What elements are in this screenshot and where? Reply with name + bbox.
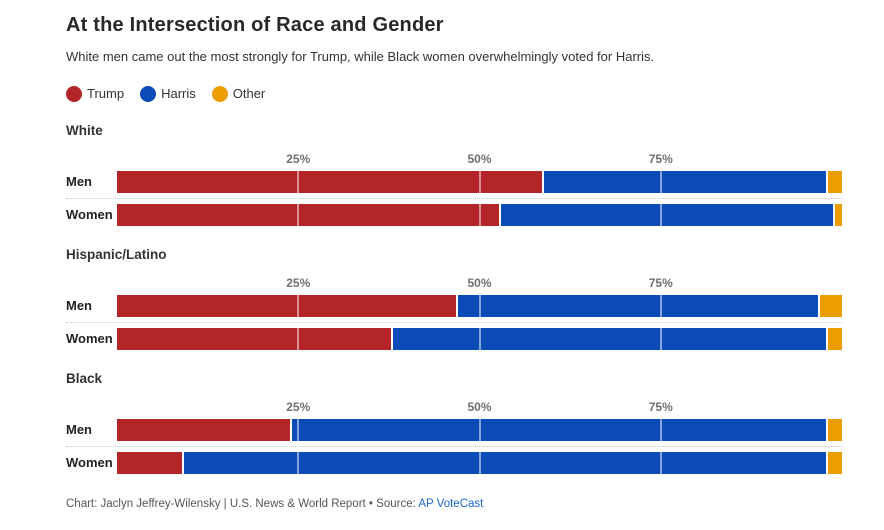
axis-ticks: 25% 50% 75% xyxy=(117,276,842,290)
legend-item-harris: Harris xyxy=(140,85,196,102)
bar-track xyxy=(117,451,842,474)
axis-tick-label: 50% xyxy=(467,399,492,414)
legend-label: Other xyxy=(232,86,266,102)
legend: Trump Harris Other xyxy=(66,85,842,102)
axis-tick-label: 25% xyxy=(286,151,311,166)
bar-segment-other xyxy=(827,170,842,193)
bar-row-white-men: Men xyxy=(66,170,842,193)
bar-segment-trump xyxy=(117,170,543,193)
bar-row-white-women: Women xyxy=(66,203,842,226)
bar-segment-harris xyxy=(392,327,826,350)
bar-track xyxy=(117,170,842,193)
chart-subtitle: White men came out the most strongly for… xyxy=(66,49,655,64)
axis-ticks: 25% 50% 75% xyxy=(117,152,842,166)
group-header: Hispanic/Latino xyxy=(66,246,167,262)
axis-tick-label: 75% xyxy=(648,275,673,290)
bar-track xyxy=(117,327,842,350)
row-label: Men xyxy=(66,174,92,190)
bar-segment-trump xyxy=(117,451,182,474)
group-plot: 25% 50% 75% Men Women xyxy=(66,152,842,226)
group-header: White xyxy=(66,122,103,138)
bar-track xyxy=(117,418,843,441)
bar-track xyxy=(117,203,842,226)
bar-segment-trump xyxy=(117,294,456,317)
bar-segment-trump xyxy=(117,418,291,441)
axis-ticks: 25% 50% 75% xyxy=(117,400,842,414)
group-section-white: White 25% 50% 75% Men Women xyxy=(66,123,842,226)
chart-credit: Chart: Jaclyn Jeffrey-Wilensky | U.S. Ne… xyxy=(66,498,842,510)
group-section-black: Black 25% 50% 75% Men Women xyxy=(66,370,843,474)
row-label: Women xyxy=(66,455,113,471)
row-separator xyxy=(66,321,842,323)
bar-segment-other xyxy=(827,451,842,474)
axis-tick-label: 75% xyxy=(648,399,673,414)
axis-tick-label: 50% xyxy=(467,151,492,166)
group-plot: 25% 50% 75% Men Women xyxy=(66,400,843,474)
bar-segment-other xyxy=(834,203,842,226)
group-header: Black xyxy=(66,370,103,386)
legend-label: Trump xyxy=(87,86,125,102)
other-swatch-icon xyxy=(211,85,228,102)
row-label: Women xyxy=(66,207,113,223)
source-link[interactable]: AP VoteCast xyxy=(418,497,484,510)
axis-tick-label: 25% xyxy=(286,275,311,290)
bar-segment-harris xyxy=(183,451,826,474)
bar-row-hispanic-men: Men xyxy=(66,294,842,317)
legend-label: Harris xyxy=(161,86,196,102)
harris-swatch-icon xyxy=(140,85,157,102)
bar-row-hispanic-women: Women xyxy=(66,327,842,350)
group-plot: 25% 50% 75% Men Women xyxy=(66,276,842,350)
legend-item-trump: Trump xyxy=(66,85,125,102)
legend-item-other: Other xyxy=(211,85,266,102)
row-separator xyxy=(66,445,842,447)
credit-text: Chart: Jaclyn Jeffrey-Wilensky | U.S. Ne… xyxy=(66,497,416,510)
bar-track xyxy=(117,294,842,317)
bar-segment-harris xyxy=(292,418,826,441)
bar-segment-harris xyxy=(457,294,819,317)
axis-tick-label: 25% xyxy=(286,399,311,414)
trump-swatch-icon xyxy=(66,85,82,102)
chart-title: At the Intersection of Race and Gender xyxy=(66,14,444,36)
bar-row-black-women: Women xyxy=(66,451,842,474)
bar-segment-harris xyxy=(501,203,833,226)
bar-segment-harris xyxy=(544,170,826,193)
bar-segment-other xyxy=(827,327,842,350)
bar-segment-trump xyxy=(117,327,391,350)
row-label: Men xyxy=(66,298,92,314)
group-section-hispanic-latino: Hispanic/Latino 25% 50% 75% Men xyxy=(66,247,842,350)
row-label: Women xyxy=(66,331,113,347)
axis-tick-label: 50% xyxy=(467,275,492,290)
bar-segment-other xyxy=(827,418,843,441)
bar-segment-trump xyxy=(117,203,500,226)
row-label: Men xyxy=(66,422,92,438)
chart-card: At the Intersection of Race and Gender W… xyxy=(66,14,843,510)
bar-row-black-men: Men xyxy=(66,418,843,441)
bar-segment-other xyxy=(820,294,842,317)
row-separator xyxy=(66,197,842,199)
axis-tick-label: 75% xyxy=(648,151,673,166)
